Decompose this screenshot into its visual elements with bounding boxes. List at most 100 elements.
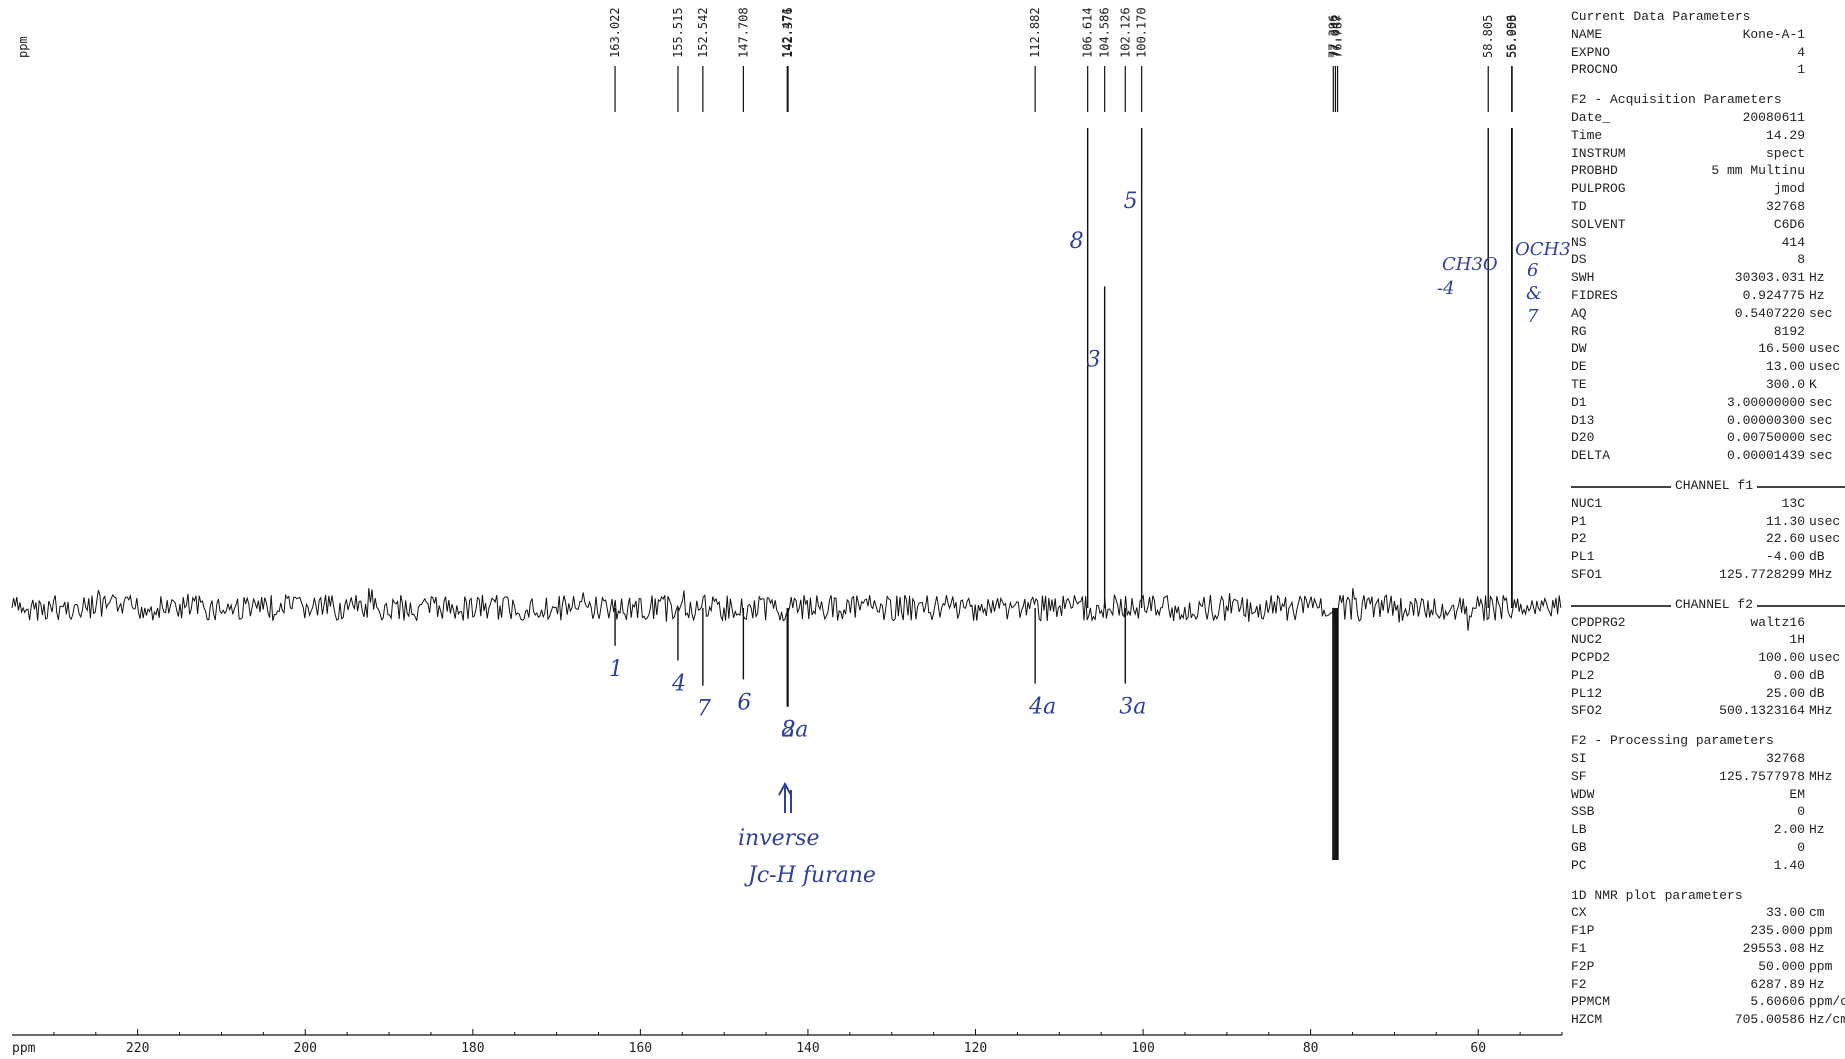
- annotation-och3-right-3: &: [1526, 283, 1542, 304]
- param-pl12: PL12 25.00 dB: [1571, 685, 1845, 703]
- peak-label-102.126: 102.126: [1118, 7, 1132, 58]
- assignment-1: 1: [609, 657, 623, 682]
- peak-label-155.515: 155.515: [671, 7, 685, 58]
- annotation-och3-left-2: -4: [1437, 278, 1455, 299]
- param-unit: usec: [1809, 359, 1841, 375]
- channel-f2-title: CHANNEL f2: [1571, 595, 1845, 614]
- param-value: 300.0: [1765, 376, 1805, 392]
- annotation-och3-right-2: 6: [1527, 260, 1538, 281]
- param-key: F2P: [1571, 958, 1595, 974]
- assignment-5: 5: [1124, 189, 1138, 214]
- param-unit: usec: [1809, 650, 1841, 666]
- param-pl2: PL2 0.00 dB: [1571, 667, 1845, 685]
- annotation-jch-furane: Jc-H furane: [744, 863, 876, 888]
- param-unit: Hz: [1809, 270, 1825, 286]
- param-key: PULPROG: [1571, 181, 1626, 197]
- param-cpdprg2: CPDPRG2 waltz16: [1571, 614, 1845, 632]
- param-nuc2: NUC2 1H: [1571, 631, 1845, 649]
- param-key: PPMCM: [1571, 994, 1611, 1010]
- param-date: Date_ 20080611: [1571, 109, 1845, 127]
- param-value: 6287.89: [1750, 976, 1805, 992]
- param-key: TE: [1571, 376, 1587, 392]
- param-unit: usec: [1809, 531, 1841, 547]
- param-key: INSTRUM: [1571, 145, 1626, 161]
- param-unit: usec: [1809, 341, 1841, 357]
- assignment-3: 3: [1087, 347, 1101, 372]
- peak-label-58.805: 58.805: [1481, 15, 1495, 58]
- param-value: 20080611: [1742, 109, 1805, 125]
- param-key: NUC1: [1571, 495, 1603, 511]
- peak-label-104.586: 104.586: [1098, 7, 1112, 58]
- x-axis: 220 200 180 160 140 120 100 80 60: [12, 1029, 1563, 1056]
- param-value: 0.00: [1773, 667, 1805, 683]
- param-key: PL1: [1571, 549, 1595, 565]
- peak-label-152.542: 152.542: [696, 7, 710, 58]
- param-key: DELTA: [1571, 448, 1611, 464]
- param-te: TE 300.0 K: [1571, 376, 1845, 394]
- param-unit: Hz: [1809, 976, 1825, 992]
- param-f1p: F1P 235.000 ppm: [1571, 922, 1845, 940]
- peak-label-112.882: 112.882: [1028, 7, 1042, 58]
- param-pcpd2: PCPD2 100.00 usec: [1571, 649, 1845, 667]
- peak-label-142.376: 142.376: [781, 7, 795, 58]
- x-tick-label-80: 80: [1303, 1041, 1319, 1056]
- param-value: 0: [1797, 804, 1805, 820]
- param-unit: usec: [1809, 513, 1841, 529]
- param-pc: PC 1.40: [1571, 857, 1845, 875]
- param-key: F1P: [1571, 923, 1595, 939]
- param-value: 0: [1797, 840, 1805, 856]
- param-unit: Hz/cm: [1809, 1012, 1845, 1028]
- x-tick-label-140: 140: [796, 1041, 819, 1056]
- param-hzcm: HZCM 705.00586 Hz/cm: [1571, 1011, 1845, 1029]
- param-nuc1: NUC1 13C: [1571, 495, 1845, 513]
- param-expno: EXPNO 4: [1571, 44, 1845, 62]
- param-key: SI: [1571, 751, 1587, 767]
- acquisition-title: F2 - Acquisition Parameters: [1571, 92, 1782, 108]
- param-solvent: SOLVENT C6D6: [1571, 216, 1845, 234]
- channel-title: CHANNEL f2: [1671, 595, 1758, 614]
- x-tick-label-60: 60: [1470, 1041, 1486, 1056]
- param-value: 125.7577978: [1719, 768, 1805, 784]
- x-tick-label-180: 180: [461, 1041, 484, 1056]
- plot-params-title: 1D NMR plot parameters: [1571, 887, 1743, 903]
- x-tick-label-120: 120: [964, 1041, 987, 1056]
- assignment-6: 6: [737, 690, 751, 715]
- peak-label-142.471: 142.471: [780, 7, 794, 58]
- param-key: SOLVENT: [1571, 216, 1626, 232]
- param-unit: sec: [1809, 448, 1833, 464]
- param-key: P1: [1571, 513, 1587, 529]
- param-value: 0.5407220: [1734, 305, 1805, 321]
- param-d20: D20 0.00750000 sec: [1571, 429, 1845, 447]
- peak-label-77.296: 77.296: [1326, 15, 1340, 58]
- param-value: 8192: [1773, 323, 1805, 339]
- param-key: HZCM: [1571, 1012, 1603, 1028]
- assignment-4: 4: [671, 672, 686, 697]
- param-value: 0.00001439: [1726, 448, 1805, 464]
- param-key: F2: [1571, 976, 1587, 992]
- param-sfo2: SFO2 500.1323164 MHz: [1571, 702, 1845, 720]
- param-value: 32768: [1765, 198, 1805, 214]
- param-ns: NS 414: [1571, 234, 1845, 252]
- noise-trace: [11, 588, 1562, 631]
- param-unit: cm: [1809, 905, 1825, 921]
- param-key: FIDRES: [1571, 287, 1618, 303]
- param-pulprog: PULPROG jmod: [1571, 180, 1845, 198]
- param-value: 2.00: [1773, 822, 1805, 838]
- peak-label-55.953: 55.953: [1505, 15, 1519, 58]
- param-value: 5 mm Multinu: [1711, 163, 1805, 179]
- param-value: 8: [1797, 252, 1805, 268]
- param-unit: dB: [1809, 685, 1825, 701]
- param-instrum: INSTRUM spect: [1571, 145, 1845, 163]
- x-axis-label: ppm: [12, 1041, 36, 1056]
- param-key: CPDPRG2: [1571, 614, 1626, 630]
- param-key: DW: [1571, 341, 1587, 357]
- param-key: NS: [1571, 234, 1587, 250]
- param-ssb: SSB 0: [1571, 803, 1845, 821]
- param-key: CX: [1571, 905, 1587, 921]
- param-value: 16.500: [1758, 341, 1805, 357]
- param-value: EM: [1789, 786, 1805, 802]
- param-value: 13.00: [1765, 359, 1805, 375]
- param-unit: MHz: [1809, 768, 1833, 784]
